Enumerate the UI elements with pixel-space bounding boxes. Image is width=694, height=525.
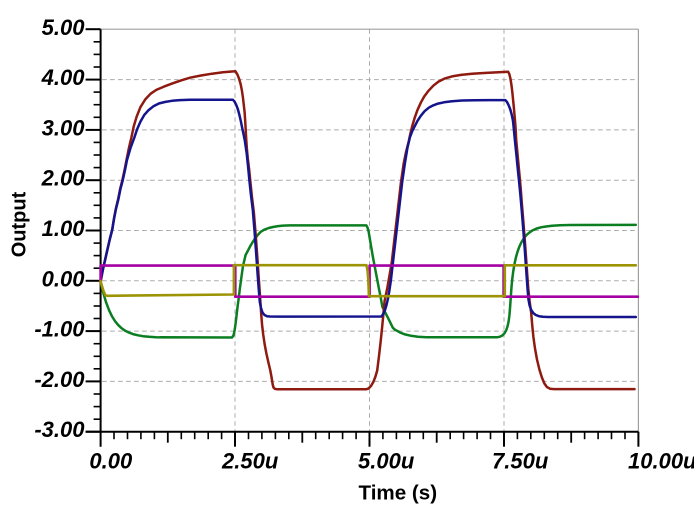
svg-text:7.50u: 7.50u	[492, 449, 549, 474]
svg-text:Time (s): Time (s)	[359, 482, 438, 505]
svg-text:0.00: 0.00	[42, 266, 86, 291]
svg-text:2.50u: 2.50u	[221, 449, 279, 474]
svg-text:0.00: 0.00	[89, 449, 133, 474]
svg-text:2.00: 2.00	[41, 166, 86, 191]
svg-text:-2.00: -2.00	[34, 367, 85, 392]
svg-text:3.00: 3.00	[42, 115, 86, 140]
svg-text:5.00u: 5.00u	[358, 449, 415, 474]
svg-text:-1.00: -1.00	[34, 317, 85, 342]
svg-text:5.00: 5.00	[42, 15, 86, 40]
svg-text:10.00u: 10.00u	[628, 449, 694, 474]
svg-text:1.00: 1.00	[42, 216, 86, 241]
svg-text:-3.00: -3.00	[34, 417, 85, 442]
svg-text:Output: Output	[9, 191, 31, 257]
svg-text:4.00: 4.00	[41, 65, 86, 90]
